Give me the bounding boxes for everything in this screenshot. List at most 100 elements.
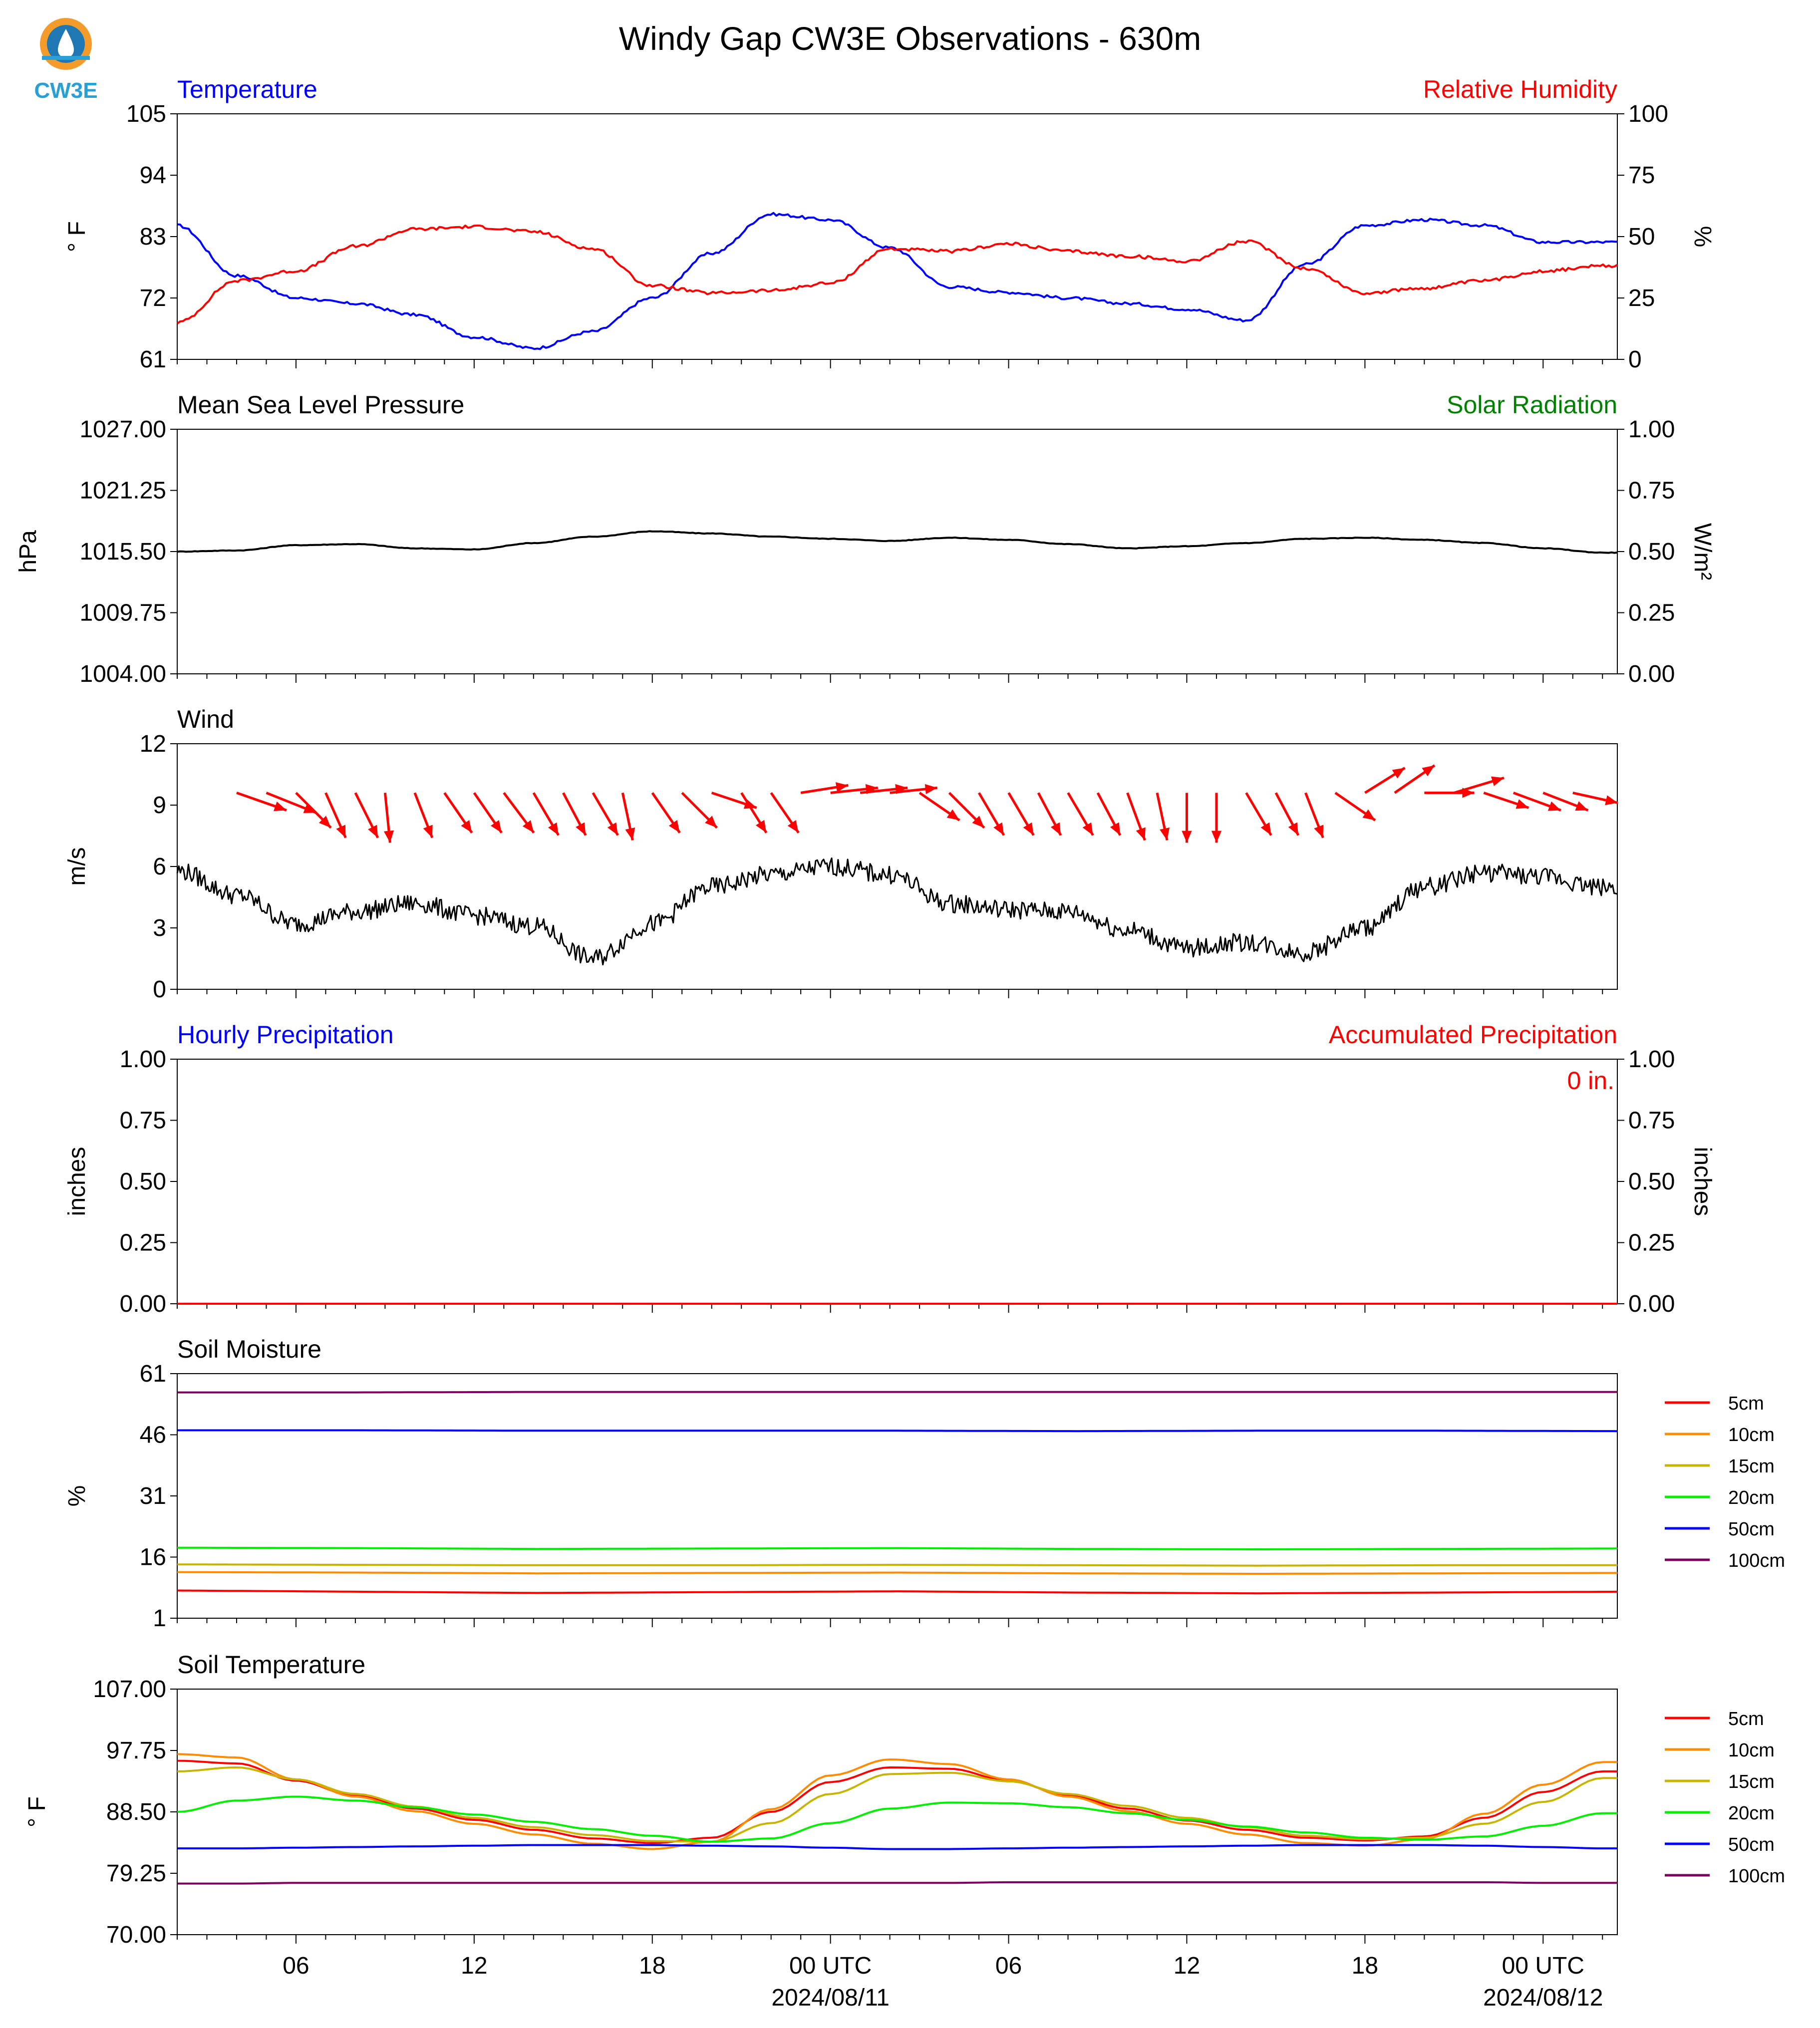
plot-frame [177,1059,1618,1304]
y-tick-label: 94 [140,162,166,189]
y-tick-label: 9 [153,792,166,819]
panel-title-left: Temperature [177,75,317,103]
wind-arrow-head [576,822,586,836]
plot-frame [177,1689,1618,1935]
wind-arrow-head [1050,822,1061,836]
y-right-axis-label: inches [1689,1147,1716,1216]
wind-arrow [295,792,332,829]
y-tick-label: 6 [153,854,166,880]
panel-title-left: Hourly Precipitation [177,1021,394,1049]
wind-arrow-head [1491,776,1504,786]
wind-arrow-head [1314,825,1324,838]
wind-arrow [383,793,394,843]
legend: 5cm 10cm 15cm 20cm 50cm 100cm [1665,1709,1785,1887]
wind-arrow [1513,792,1561,812]
y-tick-label: 88.50 [106,1799,166,1825]
panel-3: 0.00 0.25 0.50 0.75 1.00 0.00 0.25 0.50 0.75 1.00… [64,1021,1716,1317]
y-right-tick-label: 50 [1628,224,1655,250]
series-line-100cm [177,1391,1617,1394]
wind-arrow [532,792,560,836]
y-right-axis-label: % [1689,226,1716,248]
y-axis-label: % [64,1485,90,1507]
y-right-tick-label: 0.00 [1628,1291,1675,1317]
panel-title-right: Relative Humidity [1423,75,1617,103]
y-axis-label: hPa [15,530,41,573]
figure-title: Windy Gap CW3E Observations - 630m [619,20,1201,57]
plot-frame [177,429,1618,674]
panel-title-right: Solar Radiation [1447,391,1617,419]
wind-arrow-head [668,820,680,833]
y-tick-label: 0.25 [120,1230,166,1256]
wind-arrow-head [835,782,849,793]
legend-label: 15cm [1728,1771,1775,1792]
wind-arrow [770,792,800,834]
wind-arrow [354,792,379,839]
wind-arrow [266,792,317,814]
wind-arrow [443,792,473,834]
y-tick-label: 1.00 [120,1046,166,1073]
wind-direction-arrows [236,764,1618,843]
plot-frame [177,1373,1618,1619]
wind-arrow [1156,792,1170,841]
wind-arrow [890,784,937,794]
series-line-wind-speed [176,857,1618,966]
wind-arrow [324,792,347,839]
y-tick-label: 97.75 [106,1738,166,1764]
series-line-mean-sea-level-pressure [177,530,1618,554]
wind-arrow [1364,767,1406,794]
legend-label: 10cm [1728,1740,1775,1761]
cw3e-logo: CW3E [34,18,98,103]
wind-arrow-head [1605,795,1618,806]
y-right-tick-label: 0.75 [1628,1108,1675,1134]
y-right-tick-label: 100 [1628,101,1668,127]
x-date-label: 2024/08/11 [771,1985,890,2011]
y-right-axis-label: W/m² [1689,523,1716,580]
wind-arrow-head [1211,831,1222,843]
x-date-label: 2024/08/12 [1483,1985,1603,2011]
plot-frame [177,113,1618,360]
wind-arrow-head [607,822,618,836]
y-tick-label: 70.00 [106,1922,166,1948]
series-line-5cm [177,1589,1618,1595]
x-tick-label: 12 [1174,1953,1200,1979]
wind-arrow-head [423,825,433,838]
series-line-relative-humidity [176,224,1618,324]
panel-title-left: Wind [177,705,234,733]
wind-arrow [740,792,768,834]
legend-label: 50cm [1728,1834,1775,1855]
y-tick-label: 0.00 [120,1291,166,1317]
x-tick-label: 06 [995,1953,1022,1979]
logo-drop-icon [58,29,74,58]
y-tick-label: 16 [140,1544,166,1571]
panel-1: 1004.00 1009.75 1015.50 1021.25 1027.00 0.00 0… [15,391,1716,687]
legend-label: 15cm [1728,1456,1775,1477]
y-right-tick-label: 1.00 [1628,1046,1675,1073]
y-axis-label: m/s [64,847,90,885]
y-tick-label: 3 [153,915,166,941]
wind-arrow [1542,792,1589,812]
legend-label: 100cm [1728,1866,1785,1887]
wind-arrow-head [1260,822,1271,836]
wind-arrow-head [548,822,559,836]
wind-arrow [562,792,587,836]
wind-arrow [918,792,960,822]
y-tick-label: 79.25 [106,1860,166,1887]
y-tick-label: 12 [140,731,166,757]
wind-arrow [977,792,1005,836]
wind-arrow-head [1082,822,1093,836]
wind-arrow [1483,792,1529,809]
y-right-tick-label: 1.00 [1628,416,1675,443]
x-tick-label: 00 UTC [789,1953,872,1979]
wind-arrow [1274,792,1300,836]
y-tick-label: 107.00 [93,1676,166,1703]
wind-arrow [621,792,635,841]
logo-text: CW3E [34,78,97,103]
wind-arrow-head [1362,809,1375,821]
series-line-10cm [177,1571,1618,1575]
legend-label: 20cm [1728,1803,1775,1824]
wind-arrow-head [1575,801,1588,811]
series-line-100cm [177,1881,1617,1885]
y-tick-label: 0.75 [120,1108,166,1134]
wind-arrow-head [1422,765,1435,777]
plot-frame [177,743,1618,990]
